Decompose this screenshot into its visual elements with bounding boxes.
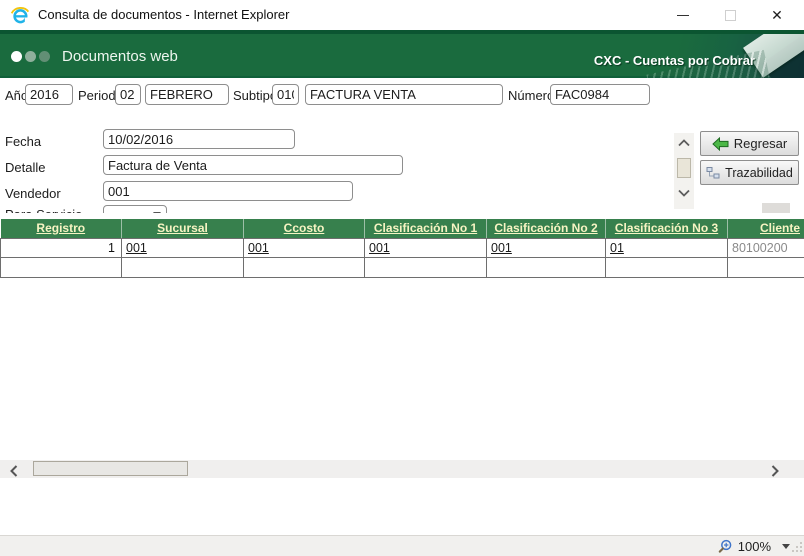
zoom-level: 100% <box>737 538 771 554</box>
clasificacion2-link[interactable]: 001 <box>491 240 512 255</box>
chevron-left-icon[interactable] <box>10 465 18 477</box>
sucursal-link[interactable]: 001 <box>126 240 147 255</box>
detail-form: Fecha Detalle Vendedor Para Servicio <box>0 125 672 213</box>
scrollbar-fragment <box>762 203 790 213</box>
col-header-sucursal[interactable]: Sucursal <box>121 219 244 239</box>
vendedor-label: Vendedor <box>5 186 61 201</box>
cell-cliente: 80100200 <box>727 237 804 258</box>
app-banner: Documentos web CXC - Cuentas por Cobrar <box>0 30 804 78</box>
zoom-control[interactable]: 100% <box>718 536 790 556</box>
close-button[interactable]: ✕ <box>771 6 783 23</box>
regresar-button[interactable]: Regresar <box>700 131 799 156</box>
cell-clasificacion-3: 01 <box>605 237 728 258</box>
detalle-label: Detalle <box>5 160 46 175</box>
clasificacion3-link[interactable]: 01 <box>610 240 624 255</box>
banner-dot-icon <box>39 51 50 62</box>
minimize-icon <box>677 14 689 16</box>
cell-ccosto: 001 <box>243 237 365 258</box>
col-header-ccosto[interactable]: Ccosto <box>243 219 365 239</box>
table-row-empty <box>0 256 804 278</box>
zoom-magnifier-icon <box>718 539 732 553</box>
trazabilidad-label: Trazabilidad <box>725 165 793 180</box>
col-header-clasificacion-1[interactable]: Clasificación No 1 <box>364 219 487 239</box>
window-title: Consulta de documentos - Internet Explor… <box>38 7 290 22</box>
page-title: Documentos web <box>62 48 178 65</box>
resize-grip-icon[interactable] <box>790 540 803 553</box>
minimize-button[interactable] <box>662 0 704 30</box>
chevron-down-icon <box>153 212 161 213</box>
table-header-row: Registro Sucursal Ccosto Clasificación N… <box>0 219 804 239</box>
col-header-clasificacion-2[interactable]: Clasificación No 2 <box>486 219 606 239</box>
banner-dot-icon <box>25 51 36 62</box>
periodo-name-input[interactable] <box>145 84 229 105</box>
numero-input[interactable] <box>550 84 650 105</box>
banner-dots <box>11 51 50 62</box>
subtipo-label: Subtipo <box>233 88 278 103</box>
para-servicio-select[interactable] <box>103 205 167 213</box>
ano-input[interactable] <box>25 84 73 105</box>
back-arrow-icon <box>712 136 729 151</box>
status-bar: 100% <box>0 535 804 556</box>
cell-sucursal: 001 <box>121 237 244 258</box>
fecha-label: Fecha <box>5 134 42 149</box>
ccosto-link[interactable]: 001 <box>248 240 269 255</box>
col-header-clasificacion-3[interactable]: Clasificación No 3 <box>605 219 728 239</box>
clasificacion1-link[interactable]: 001 <box>369 240 390 255</box>
chevron-down-icon[interactable] <box>678 189 690 197</box>
numero-label: Número <box>508 88 555 103</box>
scrollbar-thumb[interactable] <box>677 158 691 178</box>
ano-label: Año <box>5 88 29 103</box>
results-table: Registro Sucursal Ccosto Clasificación N… <box>0 219 804 278</box>
traceability-icon <box>706 167 720 179</box>
vendedor-input[interactable] <box>103 181 353 201</box>
scrollbar-thumb[interactable] <box>33 461 188 476</box>
banner-dot-icon <box>11 51 22 62</box>
chevron-up-icon[interactable] <box>678 139 690 147</box>
cell-clasificacion-1: 001 <box>364 237 487 258</box>
form-vertical-scrollbar[interactable] <box>674 133 694 209</box>
periodo-code-input[interactable] <box>115 84 141 105</box>
chevron-right-icon[interactable] <box>771 465 779 477</box>
zoom-dropdown-icon[interactable] <box>782 543 790 549</box>
detalle-input[interactable] <box>103 155 403 175</box>
subtipo-code-input[interactable] <box>272 84 299 105</box>
maximize-button <box>709 0 751 30</box>
cell-registro: 1 <box>0 237 122 258</box>
col-header-cliente[interactable]: Cliente <box>727 219 804 239</box>
regresar-label: Regresar <box>733 136 788 151</box>
trazabilidad-button[interactable]: Trazabilidad <box>700 160 799 185</box>
para-servicio-label: Para Servicio <box>5 207 82 213</box>
fecha-input[interactable] <box>103 129 295 149</box>
banner-photo <box>636 34 804 78</box>
subtipo-name-input[interactable] <box>305 84 503 105</box>
col-header-registro[interactable]: Registro <box>0 219 122 239</box>
module-label: CXC - Cuentas por Cobrar <box>593 53 755 68</box>
periodo-label: Periodo <box>78 88 123 103</box>
internet-explorer-icon <box>10 7 30 24</box>
cell-clasificacion-2: 001 <box>486 237 606 258</box>
horizontal-scrollbar[interactable] <box>0 460 804 478</box>
maximize-icon <box>724 9 736 21</box>
table-row: 1 001 001 001 001 01 80100200 <box>0 237 804 258</box>
title-bar: Consulta de documentos - Internet Explor… <box>0 0 804 30</box>
